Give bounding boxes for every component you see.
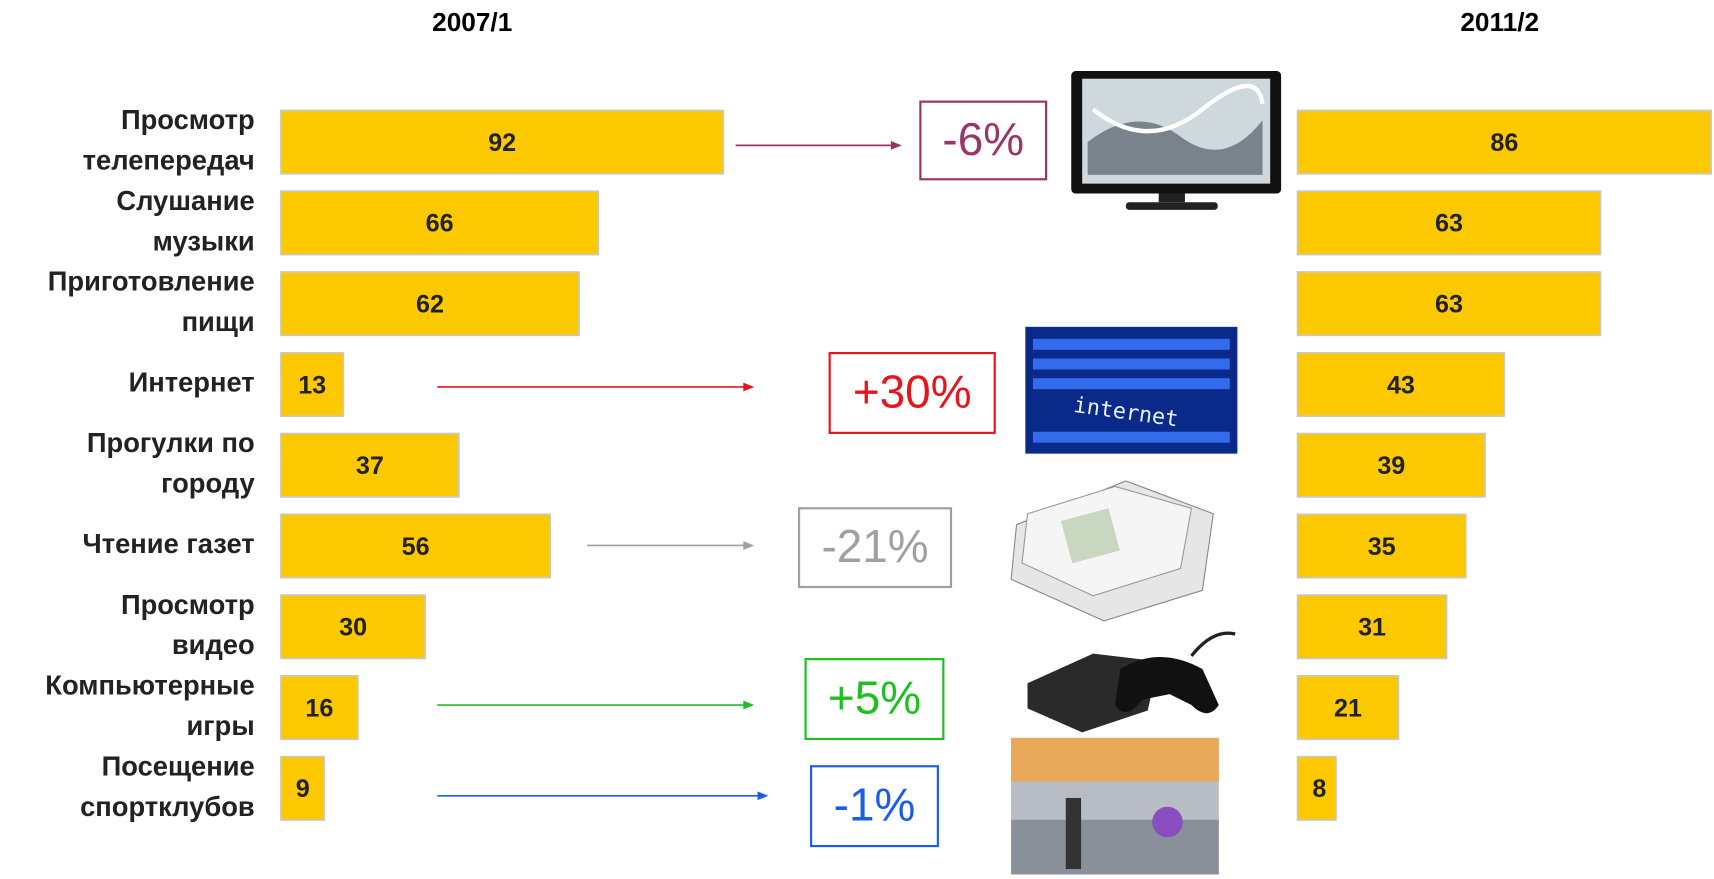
value-label: 56 — [402, 533, 430, 561]
bar — [1296, 513, 1467, 579]
bar — [280, 675, 359, 741]
value-label: 43 — [1387, 371, 1415, 399]
category-label: видео — [172, 629, 255, 660]
arrow-head — [743, 541, 755, 550]
category-label: Прогулки по — [87, 427, 255, 458]
arrow-head — [757, 791, 769, 801]
arrow-head — [890, 141, 902, 150]
category-label: Слушание — [116, 185, 254, 216]
value-label: 63 — [1435, 290, 1463, 318]
category-label: Просмотр — [121, 104, 255, 135]
category-label: музыки — [153, 225, 255, 256]
bar — [280, 755, 326, 821]
value-label: 30 — [339, 614, 367, 642]
category-label: Посещение — [102, 750, 255, 781]
value-label: 31 — [1358, 614, 1386, 642]
category-label: Приготовление — [48, 266, 255, 297]
category-label: пищи — [182, 306, 255, 337]
category-label: игры — [187, 710, 255, 741]
value-label: 13 — [298, 371, 326, 399]
bar — [1296, 432, 1486, 498]
bar — [280, 513, 552, 579]
value-label: 92 — [488, 129, 516, 157]
bar — [1296, 109, 1712, 175]
value-label: 16 — [305, 694, 333, 722]
category-label: Просмотр — [121, 589, 255, 620]
value-label: 21 — [1334, 694, 1362, 722]
bar — [280, 594, 427, 660]
value-label: 63 — [1435, 210, 1463, 238]
panel-title: 2007/1 — [432, 7, 512, 37]
arrow-head — [743, 382, 755, 392]
bar — [280, 190, 600, 256]
annotation-box — [828, 351, 996, 434]
annotation-box — [809, 765, 939, 848]
gym-picture — [1011, 737, 1219, 875]
annotation-box — [804, 658, 945, 741]
value-label: 37 — [356, 452, 384, 480]
value-label: 62 — [416, 290, 444, 318]
category-label: городу — [161, 468, 255, 499]
bar — [1296, 271, 1602, 337]
bar — [280, 271, 580, 337]
annotation-text: -21% — [821, 520, 928, 572]
bar — [280, 351, 345, 417]
annotation-text: -6% — [942, 113, 1024, 165]
category-label: телепередач — [83, 145, 255, 176]
tv-picture — [1071, 71, 1282, 210]
annotation-text: -1% — [834, 778, 916, 830]
value-label: 35 — [1368, 533, 1396, 561]
arrow-head — [743, 700, 755, 710]
category-label: Чтение газет — [83, 528, 255, 559]
slide: internet 2007/1926662133756301692011/286… — [45, 7, 1712, 875]
value-label: 66 — [426, 210, 454, 238]
value-label: 86 — [1490, 129, 1518, 157]
annotation-text: +5% — [828, 671, 921, 723]
annotation-text: +30% — [853, 365, 972, 417]
panel-title: 2011/2 — [1460, 7, 1539, 37]
value-label: 39 — [1377, 452, 1405, 480]
bar — [1296, 351, 1506, 417]
bar — [280, 432, 460, 498]
bar — [1296, 675, 1400, 741]
bar — [280, 109, 725, 175]
console-picture — [1027, 631, 1236, 733]
value-label: 8 — [1312, 775, 1326, 803]
annotation-box — [919, 100, 1048, 181]
value-label: 9 — [296, 775, 310, 803]
newspapers-picture — [1010, 480, 1214, 622]
bar — [1296, 190, 1602, 256]
category-label: Компьютерные — [45, 670, 254, 701]
internet-picture: internet — [1025, 326, 1238, 454]
bar — [1296, 755, 1337, 821]
category-label: Интернет — [129, 367, 255, 398]
bar — [1296, 594, 1448, 660]
category-label: спортклубов — [80, 791, 255, 822]
annotation-box — [797, 507, 953, 589]
